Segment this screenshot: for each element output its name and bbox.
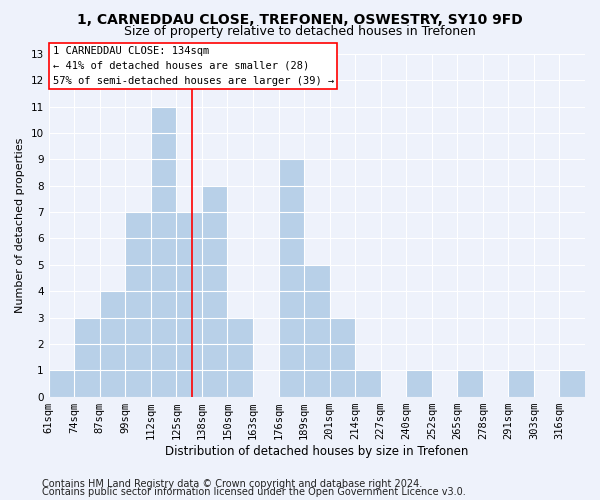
Bar bbox=[329, 318, 355, 396]
Text: Size of property relative to detached houses in Trefonen: Size of property relative to detached ho… bbox=[124, 25, 476, 38]
Bar bbox=[100, 291, 125, 397]
Text: Contains public sector information licensed under the Open Government Licence v3: Contains public sector information licen… bbox=[42, 487, 466, 497]
X-axis label: Distribution of detached houses by size in Trefonen: Distribution of detached houses by size … bbox=[165, 444, 469, 458]
Bar bbox=[559, 370, 585, 396]
Bar bbox=[355, 370, 380, 396]
Bar bbox=[74, 318, 100, 396]
Bar bbox=[457, 370, 483, 396]
Text: 1 CARNEDDAU CLOSE: 134sqm
← 41% of detached houses are smaller (28)
57% of semi-: 1 CARNEDDAU CLOSE: 134sqm ← 41% of detac… bbox=[53, 46, 334, 86]
Bar bbox=[202, 186, 227, 396]
Bar bbox=[406, 370, 432, 396]
Bar bbox=[508, 370, 534, 396]
Bar bbox=[49, 370, 74, 396]
Y-axis label: Number of detached properties: Number of detached properties bbox=[15, 138, 25, 313]
Bar bbox=[125, 212, 151, 396]
Text: 1, CARNEDDAU CLOSE, TREFONEN, OSWESTRY, SY10 9FD: 1, CARNEDDAU CLOSE, TREFONEN, OSWESTRY, … bbox=[77, 12, 523, 26]
Bar bbox=[227, 318, 253, 396]
Bar bbox=[176, 212, 202, 396]
Bar bbox=[151, 106, 176, 397]
Text: Contains HM Land Registry data © Crown copyright and database right 2024.: Contains HM Land Registry data © Crown c… bbox=[42, 479, 422, 489]
Bar bbox=[278, 160, 304, 396]
Bar bbox=[304, 265, 329, 396]
